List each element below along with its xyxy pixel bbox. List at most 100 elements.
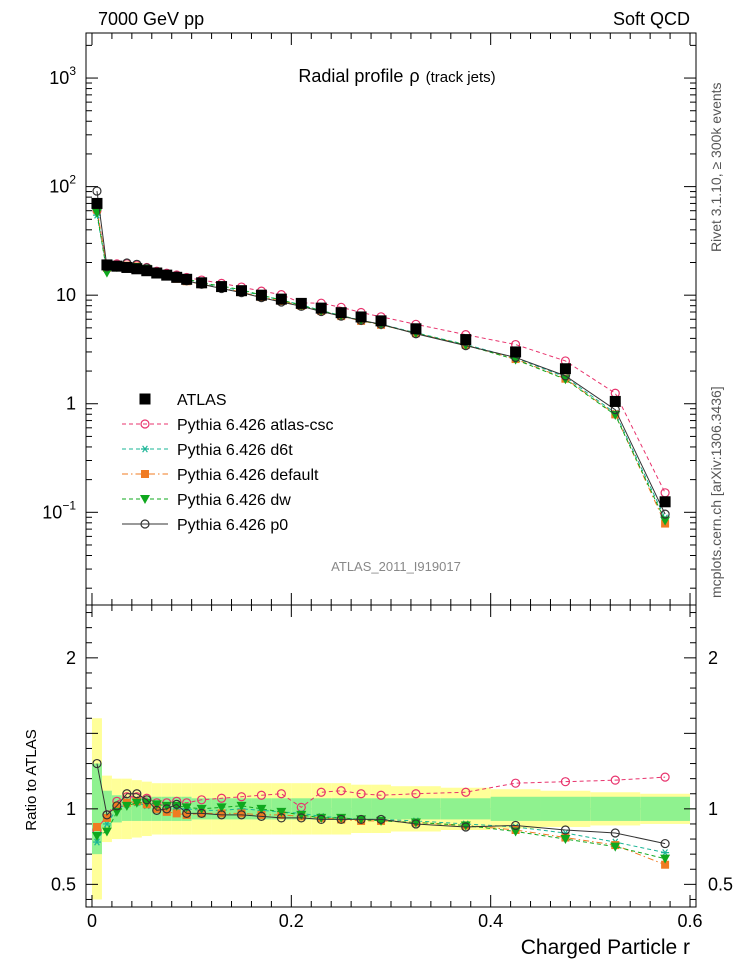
atlas-data-point (315, 302, 327, 314)
atlas-data-point (510, 346, 522, 358)
series-dw-ratio-point (660, 854, 671, 864)
y-tick-label: 103 (49, 64, 76, 88)
series-atlas-csc-main-point (660, 488, 670, 498)
legend-label: Pythia 6.426 default (177, 467, 319, 484)
legend-marker (140, 419, 150, 429)
series-p0-main-line (96, 190, 666, 515)
atlas-data-point (235, 285, 247, 297)
series-default-ratio-point (162, 807, 171, 816)
series-p0-ratio-point (142, 795, 152, 805)
atlas-data-point (121, 261, 133, 273)
legend-marker (141, 470, 149, 478)
series-dw-ratio-point (296, 810, 307, 820)
atlas-data-point (410, 323, 422, 335)
legend-entry-atlas: ATLAS (139, 392, 227, 409)
series-atlas-csc-ratio-point (560, 777, 571, 787)
series-dw-ratio-point (101, 827, 112, 837)
series-atlas-csc-ratio-point (356, 789, 366, 799)
series-default-ratio-point (92, 822, 101, 831)
series-dw-main-point (101, 268, 112, 278)
series-p0-ratio-point (510, 820, 521, 831)
ratio-y-tick-label-right: 0.5 (708, 874, 733, 894)
series-p0-ratio-point (336, 814, 346, 825)
series-atlas-csc-ratio-point (610, 775, 620, 785)
legend-label: ATLAS (177, 392, 227, 409)
series-atlas-csc-ratio-point (197, 795, 207, 805)
atlas-data-point (375, 315, 387, 327)
legend-marker (139, 393, 151, 405)
series-dw-ratio-point (181, 803, 192, 813)
atlas-data-point (559, 363, 571, 375)
series-dw-ratio-point (236, 801, 247, 811)
series-p0-ratio-point (236, 810, 247, 820)
series-dw-ratio-point (216, 803, 227, 813)
legend: ATLAS Pythia 6.426 atlas-csc Pythia 6.426 … (122, 392, 334, 534)
y-tick-label: 1 (66, 394, 76, 414)
atlas-data-point (101, 259, 113, 271)
atlas-data-point (131, 263, 143, 275)
y-tick-label: 102 (49, 173, 76, 197)
axes (85, 32, 697, 908)
x-axis-label: Charged Particle r (521, 936, 690, 959)
series-dw-ratio-point (161, 801, 172, 811)
series-dw-ratio-point (91, 832, 102, 842)
legend-label: Pythia 6.426 d6t (177, 442, 293, 459)
ratio-series (91, 758, 671, 869)
legend-label: Pythia 6.426 dw (177, 492, 291, 509)
x-tick-label: 0 (87, 911, 97, 931)
series-p0-ratio-line (96, 763, 666, 845)
series-atlas-csc-ratio-point (256, 790, 267, 800)
mcplots-label: mcplots.cern.ch [arXiv:1306.3436] (708, 386, 724, 598)
series-dw-ratio-point (276, 807, 287, 817)
series-atlas-csc-ratio-point (660, 772, 670, 782)
atlas-data-point (141, 265, 153, 277)
legend-entry-dw: Pythia 6.426 dw (122, 492, 291, 509)
ratio-y-tick-label: 2 (66, 648, 76, 668)
atlas-data-point (216, 281, 228, 293)
y-tick-label: 10−1 (42, 498, 76, 522)
atlas-data-point (275, 293, 287, 305)
series-default-ratio-point (102, 813, 111, 822)
series-d6t-ratio-point (92, 838, 101, 846)
series-default-ratio-point (182, 810, 191, 819)
atlas-data-point (295, 297, 307, 309)
series-default-ratio-point (661, 860, 670, 869)
legend-label: Pythia 6.426 atlas-csc (177, 417, 334, 434)
series-atlas-data (91, 197, 671, 508)
legend-entry-default: Pythia 6.426 default (122, 467, 319, 484)
series-p0-ratio-point (660, 838, 670, 849)
series-atlas-csc-ratio-point (376, 790, 386, 800)
atlas-data-point (111, 260, 123, 272)
series-atlas-csc-ratio-point (461, 787, 471, 797)
series-p0-ratio-point (102, 810, 112, 820)
series-dw-ratio-point (560, 835, 571, 845)
series-p0-ratio-point (256, 811, 267, 822)
x-tick-label: 0.2 (279, 911, 304, 931)
chart-title: Radial profile ρ (track jets) (298, 66, 495, 86)
series-atlas-csc-ratio-point (510, 778, 521, 788)
series-atlas-csc-ratio-point (216, 793, 227, 803)
y-tick-label: 10 (56, 285, 76, 305)
legend-marker (141, 445, 149, 453)
series-dw-ratio-point (171, 801, 182, 811)
series-dw-ratio-point (131, 798, 142, 808)
header-energy-label: 7000 GeV pp (98, 9, 205, 29)
series-p0-ratio-point (172, 799, 182, 809)
series-dw-ratio-point (510, 827, 521, 837)
legend-entry-d6t: Pythia 6.426 d6t (122, 442, 293, 459)
series-atlas-csc-main-line (96, 210, 666, 494)
series-dw-ratio-point (151, 800, 162, 810)
series-atlas-csc-ratio-point (236, 792, 247, 802)
series-dw-ratio (91, 798, 671, 864)
atlas-data-point (255, 289, 267, 301)
header-process-label: Soft QCD (612, 9, 690, 29)
series-dw-ratio-point (610, 842, 621, 852)
ratio-y-tick-label: 0.5 (51, 874, 76, 894)
series-p0-ratio-point (316, 814, 326, 825)
series-p0-ratio-point (411, 819, 421, 829)
rivet-version-label: Rivet 3.1.10, ≥ 300k events (708, 82, 724, 252)
series-p0-main-point (660, 509, 670, 519)
series-default-ratio-point (257, 810, 266, 819)
analysis-label: ATLAS_2011_I919017 (331, 559, 461, 574)
